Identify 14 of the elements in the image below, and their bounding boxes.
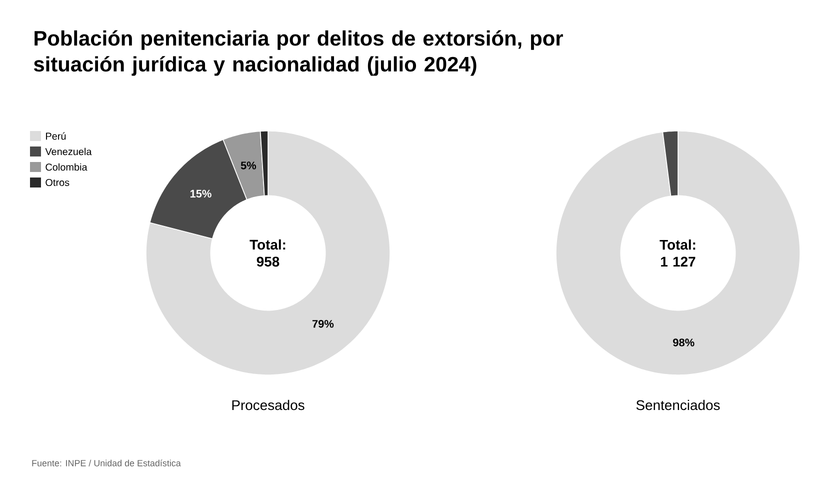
text: Total: 958 [250, 239, 286, 267]
legend-label: Perú [46, 132, 66, 140]
text: Sentenciados [636, 400, 720, 410]
text: Procesados [232, 400, 304, 410]
text: Total: 1 127 [660, 239, 696, 267]
data-label: 98% [673, 338, 694, 346]
data-label: 15% [190, 190, 212, 198]
data-label: 79% [312, 320, 334, 328]
legend-label: Otros [46, 178, 70, 186]
source-note: Fuente: INPE / Unidad de Estadística [32, 460, 181, 466]
chart-title: Población penitenciaria por delitos de extorsión, por situación jurídica y nacionalidad (julio 2024) [34, 30, 563, 76]
data-label: 5% [240, 162, 256, 170]
legend-label: Colombia [46, 163, 88, 171]
legend-label: Venezuela [45, 148, 92, 156]
